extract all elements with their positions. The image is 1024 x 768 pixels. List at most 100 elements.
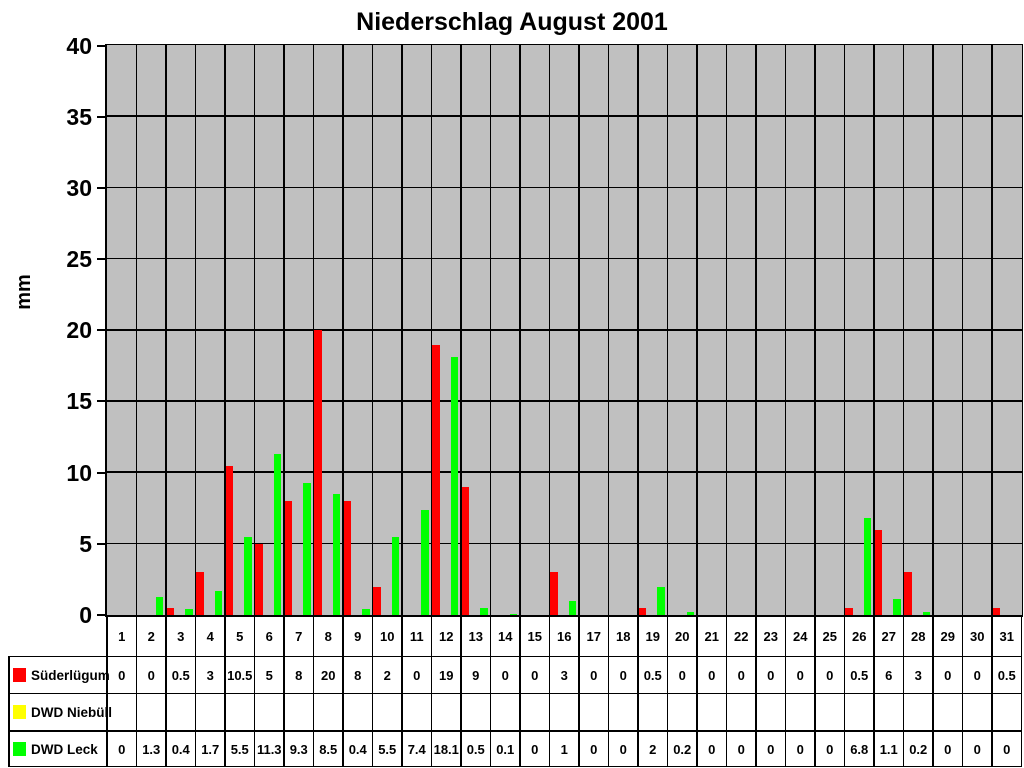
value-cell-s-derl-gum-day-23: 0 <box>767 667 775 683</box>
y-axis-tick-label: 40 <box>66 32 92 59</box>
value-cell-dwd-nieb-ll-day-8 <box>314 694 344 732</box>
value-cell-dwd-nieb-ll-day-6 <box>255 694 285 732</box>
value-cell-dwd-nieb-ll-day-21 <box>697 694 727 732</box>
table-border-vertical <box>312 617 315 767</box>
value-cell-dwd-nieb-ll-day-27 <box>874 694 904 732</box>
value-cell-s-derl-gum-day-11: 0 <box>413 667 421 683</box>
value-cell-s-derl-gum-day-16: 3 <box>560 667 568 683</box>
value-cell-dwd-leck-day-26: 6.8 <box>850 741 869 757</box>
table-border-vertical <box>666 617 669 767</box>
day-label: 25 <box>822 629 837 645</box>
value-cell-dwd-leck-day-30: 0 <box>973 741 981 757</box>
value-cell-dwd-nieb-ll-day-19 <box>638 694 668 732</box>
legend-item-s-derl-gum: Süderlügum <box>8 657 110 694</box>
day-label: 20 <box>675 629 690 645</box>
s-derl-gum-bar-day-3 <box>166 607 175 615</box>
day-label: 26 <box>852 629 867 645</box>
dwd-leck-bar-day-8 <box>332 493 341 615</box>
table-border-vertical <box>991 617 993 767</box>
value-cell-dwd-leck-day-8: 8.5 <box>319 741 338 757</box>
table-border-vertical <box>460 617 462 767</box>
s-derl-gum-bar-day-9 <box>343 501 352 615</box>
value-cell-s-derl-gum-day-2: 0 <box>147 667 155 683</box>
day-label: 7 <box>295 629 303 645</box>
value-cell-s-derl-gum-day-18: 0 <box>619 667 627 683</box>
table-border-horizontal <box>8 692 1022 695</box>
dwd-leck-bar-day-14 <box>509 613 518 615</box>
day-label: 15 <box>527 629 542 645</box>
day-label: 11 <box>409 629 424 645</box>
y-axis-tick <box>97 400 105 403</box>
y-axis-tick <box>97 44 105 47</box>
value-cell-dwd-nieb-ll-day-17 <box>579 694 609 732</box>
day-label: 27 <box>881 629 896 645</box>
day-label: 19 <box>645 629 660 645</box>
value-cell-s-derl-gum-day-25: 0 <box>826 667 834 683</box>
y-axis-tick-label: 20 <box>66 317 92 344</box>
legend-label-dwd-nieb-ll: DWD Niebüll <box>31 704 112 720</box>
dwd-leck-bar-day-3 <box>185 609 193 615</box>
day-label: 6 <box>265 629 273 645</box>
dwd-leck-bar-day-27 <box>893 599 901 615</box>
value-cell-dwd-nieb-ll-day-10 <box>373 694 403 732</box>
dwd-leck-bar-day-16 <box>568 600 577 615</box>
table-border-vertical <box>283 617 285 767</box>
gridline-horizontal <box>107 542 1022 545</box>
value-cell-dwd-leck-day-7: 9.3 <box>289 741 308 757</box>
value-cell-dwd-leck-day-3: 0.4 <box>171 741 190 757</box>
s-derl-gum-bar-day-5 <box>225 465 234 615</box>
value-cell-s-derl-gum-day-29: 0 <box>944 667 952 683</box>
value-cell-dwd-leck-day-28: 0.2 <box>909 741 928 757</box>
value-cell-s-derl-gum-day-8: 20 <box>321 667 336 683</box>
gridline-horizontal <box>107 115 1022 117</box>
dwd-leck-bar-day-10 <box>391 536 400 615</box>
value-cell-dwd-nieb-ll-day-1 <box>107 694 137 732</box>
table-border-vertical <box>873 617 875 767</box>
value-cell-s-derl-gum-day-20: 0 <box>678 667 686 683</box>
table-border-vertical <box>135 617 138 767</box>
y-axis-tick-label: 15 <box>66 388 92 415</box>
value-cell-s-derl-gum-day-9: 8 <box>354 667 362 683</box>
day-label: 23 <box>763 629 778 645</box>
value-cell-s-derl-gum-day-12: 19 <box>439 667 454 683</box>
gridline-horizontal <box>107 400 1022 402</box>
value-cell-dwd-nieb-ll-day-20 <box>668 694 698 732</box>
y-axis-tick-label: 10 <box>66 459 92 486</box>
value-cell-dwd-nieb-ll-day-23 <box>756 694 786 732</box>
value-cell-dwd-leck-day-15: 0 <box>531 741 539 757</box>
value-cell-dwd-leck-day-22: 0 <box>737 741 745 757</box>
day-label: 29 <box>940 629 955 645</box>
value-cell-s-derl-gum-day-22: 0 <box>737 667 745 683</box>
table-border-vertical <box>784 617 787 767</box>
s-derl-gum-bar-day-10 <box>373 586 381 615</box>
dwd-leck-bar-day-13 <box>480 607 488 615</box>
dwd-leck-bar-day-7 <box>303 482 311 615</box>
s-derl-gum-bar-day-16 <box>550 572 558 615</box>
value-cell-dwd-nieb-ll-day-9 <box>343 694 373 732</box>
y-axis-tick <box>97 542 105 545</box>
value-cell-dwd-leck-day-20: 0.2 <box>673 741 692 757</box>
legend-label-s-derl-gum: Süderlügum <box>31 667 110 683</box>
value-cell-dwd-nieb-ll-day-3 <box>166 694 196 732</box>
value-cell-s-derl-gum-day-31: 0.5 <box>997 667 1016 683</box>
table-border-vertical <box>961 617 964 767</box>
value-cell-s-derl-gum-day-1: 0 <box>118 667 126 683</box>
dwd-leck-bar-day-5 <box>244 536 252 615</box>
table-border-vertical <box>637 617 639 767</box>
chart-title: Niederschlag August 2001 <box>356 8 668 36</box>
value-cell-s-derl-gum-day-10: 2 <box>383 667 391 683</box>
day-label: 16 <box>557 629 572 645</box>
day-label: 12 <box>439 629 454 645</box>
table-border-vertical <box>430 617 433 767</box>
value-cell-dwd-leck-day-27: 1.1 <box>879 741 898 757</box>
value-cell-dwd-leck-day-23: 0 <box>767 741 775 757</box>
y-axis-tick-label: 25 <box>66 246 92 273</box>
value-cell-dwd-leck-day-19: 2 <box>649 741 657 757</box>
value-cell-dwd-nieb-ll-day-12 <box>432 694 462 732</box>
value-cell-dwd-nieb-ll-day-31 <box>992 694 1022 732</box>
value-cell-dwd-nieb-ll-day-25 <box>815 694 845 732</box>
table-border-vertical <box>548 617 551 767</box>
value-cell-s-derl-gum-day-24: 0 <box>796 667 804 683</box>
table-border-vertical <box>253 617 256 767</box>
